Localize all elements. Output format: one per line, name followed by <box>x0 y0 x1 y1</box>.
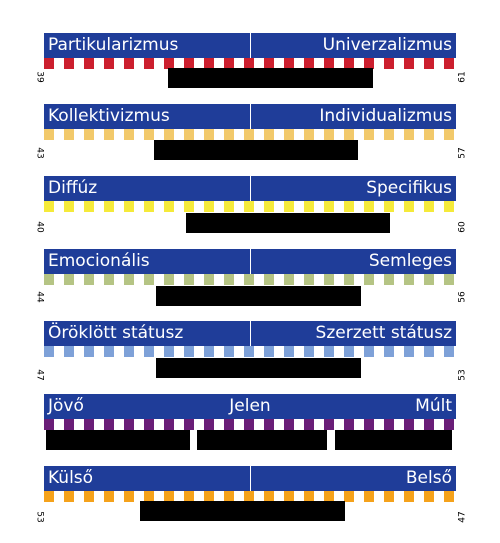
redaction-bar <box>186 213 390 233</box>
pole-label: Belső <box>405 468 452 488</box>
redaction-bar <box>168 68 373 88</box>
pole-label: Emocionális <box>48 251 150 271</box>
pole-label: Jelen <box>229 396 271 416</box>
pole-label: Külső <box>48 468 94 488</box>
dimension-header: Öröklött státusz Szerzett státusz <box>44 321 456 346</box>
score-left: 44 <box>34 291 45 303</box>
pole-label: Jövő <box>48 396 84 416</box>
dimension-row: Külső Belső <box>44 466 456 502</box>
dimension-stripe <box>44 274 456 285</box>
pole-label: Öröklött státusz <box>48 323 184 343</box>
score-right: 56 <box>457 291 468 303</box>
score-right: 60 <box>457 221 468 233</box>
dimension-stripe <box>44 58 456 69</box>
dimension-row: Partikularizmus Univerzalizmus <box>44 33 456 69</box>
pole-label: Kollektivizmus <box>48 106 170 126</box>
pole-label: Partikularizmus <box>48 35 179 55</box>
dimension-row: Jövő Jelen Múlt <box>44 394 456 430</box>
dimension-row: Kollektivizmus Individualizmus <box>44 104 456 140</box>
score-left: 47 <box>34 369 45 381</box>
redaction-bar <box>154 140 358 160</box>
dimension-header: Kollektivizmus Individualizmus <box>44 104 456 129</box>
dimension-stripe <box>44 346 456 357</box>
dimension-header: Emocionális Semleges <box>44 249 456 274</box>
dimension-row: Öröklött státusz Szerzett státusz <box>44 321 456 357</box>
pole-label: Múlt <box>415 396 452 416</box>
redaction-bar <box>156 286 361 306</box>
redaction-bar <box>335 430 452 450</box>
pole-label: Individualizmus <box>319 106 452 126</box>
score-left: 43 <box>34 147 45 159</box>
score-left: 40 <box>34 221 45 233</box>
dimension-row: Diffúz Specifikus <box>44 176 456 212</box>
pole-label: Szerzett státusz <box>315 323 452 343</box>
dimension-stripe <box>44 419 456 430</box>
dimension-stripe <box>44 201 456 212</box>
header-divider <box>250 33 251 58</box>
header-divider <box>250 249 251 274</box>
dimension-stripe <box>44 129 456 140</box>
dimension-stripe <box>44 491 456 502</box>
dimension-header: Diffúz Specifikus <box>44 176 456 201</box>
redaction-bar <box>156 358 361 378</box>
score-right: 47 <box>457 511 468 523</box>
dimension-header: Partikularizmus Univerzalizmus <box>44 33 456 58</box>
score-left: 53 <box>34 511 45 523</box>
header-divider <box>250 176 251 201</box>
pole-label: Semleges <box>368 251 452 271</box>
redaction-bar <box>197 430 327 450</box>
dimension-row: Emocionális Semleges <box>44 249 456 285</box>
pole-label: Diffúz <box>48 178 98 198</box>
header-divider <box>250 321 251 346</box>
score-right: 61 <box>457 71 468 83</box>
score-left: 39 <box>34 71 45 83</box>
pole-label: Univerzalizmus <box>322 35 452 55</box>
redaction-bar <box>140 501 345 521</box>
header-divider <box>250 104 251 129</box>
dimension-header: Külső Belső <box>44 466 456 491</box>
header-divider <box>250 466 251 491</box>
dimension-header: Jövő Jelen Múlt <box>44 394 456 419</box>
redaction-bar <box>46 430 190 450</box>
pole-label: Specifikus <box>366 178 452 198</box>
score-right: 53 <box>457 369 468 381</box>
score-right: 57 <box>457 147 468 159</box>
